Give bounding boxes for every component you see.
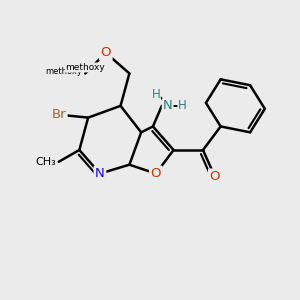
Text: O: O [209, 170, 220, 183]
Text: CH₃: CH₃ [35, 157, 56, 167]
Text: O: O [100, 46, 111, 59]
Text: O: O [151, 167, 161, 180]
Text: N: N [95, 167, 105, 180]
Text: methoxy: methoxy [45, 68, 82, 76]
Text: methoxy: methoxy [65, 63, 105, 72]
Text: Br: Br [51, 108, 66, 121]
Text: H: H [178, 99, 187, 112]
Text: N: N [163, 99, 172, 112]
Text: H: H [152, 88, 160, 100]
